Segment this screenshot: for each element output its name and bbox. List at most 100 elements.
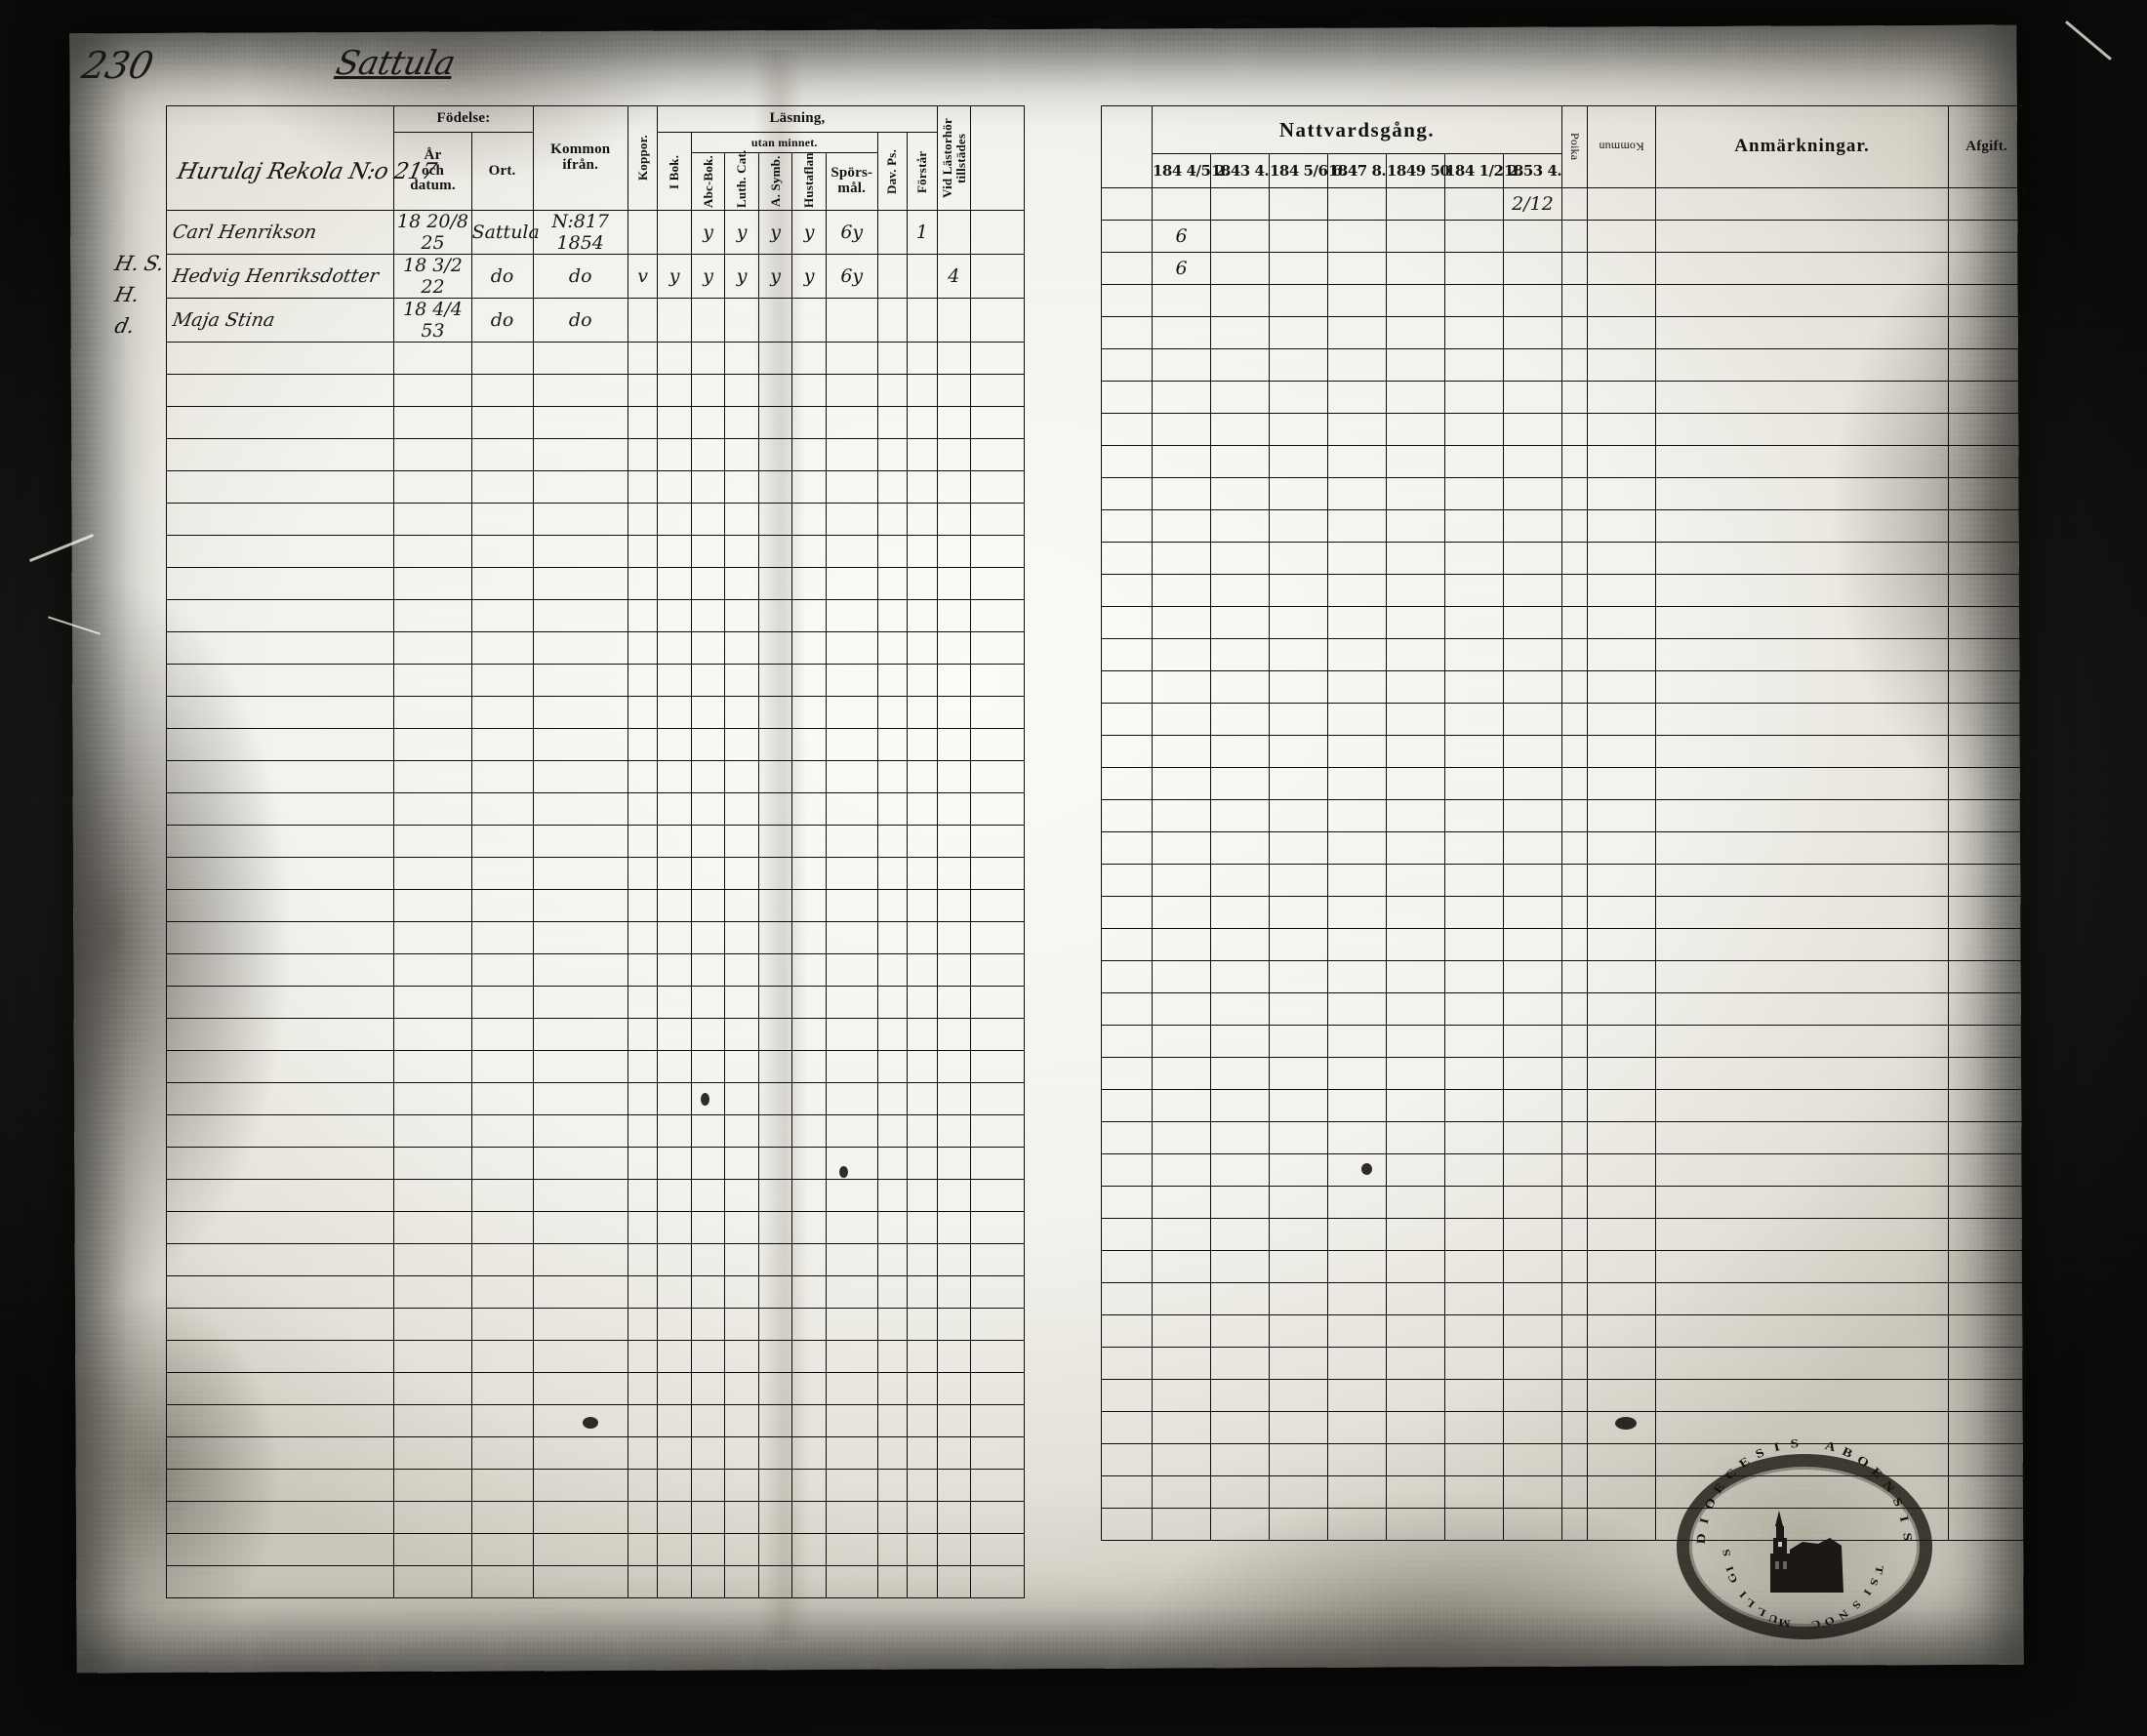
cell-ort: do [470,254,534,299]
cell-sporsmal [825,298,878,343]
col-header-year: 1843 4. [1210,153,1270,188]
cell-blank [757,342,793,375]
cell-spacer [970,210,1025,255]
cell-blank [1587,477,1657,510]
col-label-ar-datum: Årochdatum. [394,147,470,195]
cell-blank [1561,284,1589,317]
cell-blank [876,599,909,632]
cell-blank [825,857,878,890]
cell-blank [1269,413,1328,446]
cell-blank [627,1114,659,1148]
cell-blank [724,470,759,504]
cell-blank [1948,1347,2026,1380]
cell-blank [393,438,472,471]
cell-blank [1655,831,1950,865]
cell-blank [970,792,1025,826]
cell-blank [876,1082,909,1115]
cell-blank [1502,1153,1563,1187]
table-row-blank [165,406,1025,439]
cell-blank [1655,413,1950,446]
cell-blank [1152,831,1211,865]
cell-value: v [628,265,657,287]
table-row-blank [165,760,1025,793]
cell-blank [724,631,759,665]
ink-speck [839,1166,848,1178]
cell-blank [970,342,1025,375]
cell-blank [791,857,827,890]
cell-i-bok [657,298,692,343]
cell-blank [532,825,628,858]
cell-blank [165,1211,395,1244]
cell-blank [470,1147,534,1180]
cell-blank [165,1565,395,1598]
cell-blank [1101,1411,1153,1444]
cell-blank [393,535,472,568]
cell-blank [907,567,938,600]
col-header-afgift: Afgift. [1948,105,2026,188]
cell-blank [1655,670,1950,704]
table-row-blank [165,342,1025,375]
cell-blank [1502,1443,1563,1476]
cell-blank [1386,445,1445,478]
row-marker: H. S. [112,252,167,275]
cell-blank [1210,477,1270,510]
cell-blank [825,1308,878,1341]
table-row-blank [1101,477,2026,510]
col-header-kommun: Kommun [1587,105,1657,188]
cell-blank [627,1050,659,1083]
cell-blank [1444,1250,1504,1283]
cell-blank [724,889,759,922]
cell-blank [1101,1121,1153,1154]
cell-blank [690,1211,726,1244]
cell-blank [1101,799,1153,832]
cell-blank [1269,1379,1328,1412]
cell-vid-lastorhor: 4 [936,254,972,299]
table-row-blank [1101,413,2026,446]
cell-blank [1655,992,1950,1026]
cell-blank [1444,767,1504,800]
cell-blank [532,1018,628,1051]
table-row-blank [165,1404,1025,1437]
cell-blank [757,953,793,987]
cell-blank [532,1082,628,1115]
group-label-utan-minnet: utan minnet. [692,136,877,149]
cell-value: y [692,265,725,287]
cell-blank [532,1565,628,1598]
cell-value: do [472,309,533,331]
ink-speck [1615,1417,1637,1430]
cell-sporsmal: 6y [825,210,878,255]
cell-blank [936,921,972,954]
cell-blank [1502,284,1563,317]
cell-blank [970,1469,1025,1502]
cell-blank [1327,896,1387,929]
cell-blank [1152,542,1211,575]
cell-blank [532,503,628,536]
cell-blank [791,631,827,665]
table-row-blank [165,535,1025,568]
table-row-blank [1101,670,2026,704]
cell-blank [970,1436,1025,1470]
year-label: 1853 4. [1504,162,1562,180]
cell-blank [1948,767,2026,800]
cell-poika [1561,252,1589,285]
cell-abc-bok: y [690,254,726,299]
cell-blank [1587,831,1657,865]
header-row: 184 4/5 2.1843 4.184 5/6 6.1847 8.1849 5… [1102,153,2025,188]
cell-blank [907,696,938,729]
group-label-lasning: Läsning, [658,110,936,127]
cell-blank [627,438,659,471]
cell-value: 1 [908,222,936,243]
cell-communion-mark [1386,187,1445,221]
cell-blank [1210,348,1270,382]
cell-blank [1655,477,1950,510]
right-register-table: Nattvardsgång. Poika KommunAnmärkningar.Af… [1101,105,2026,1541]
cell-blank [470,503,534,536]
cell-blank [1327,1347,1387,1380]
cell-blank [1444,1508,1504,1541]
cell-blank [393,1308,472,1341]
cell-koppor: v [627,254,659,299]
household-header-cell: Hurulaj Rekola N:o 217 [165,105,438,211]
cell-blank [825,1404,878,1437]
cell-blank [791,1404,827,1437]
